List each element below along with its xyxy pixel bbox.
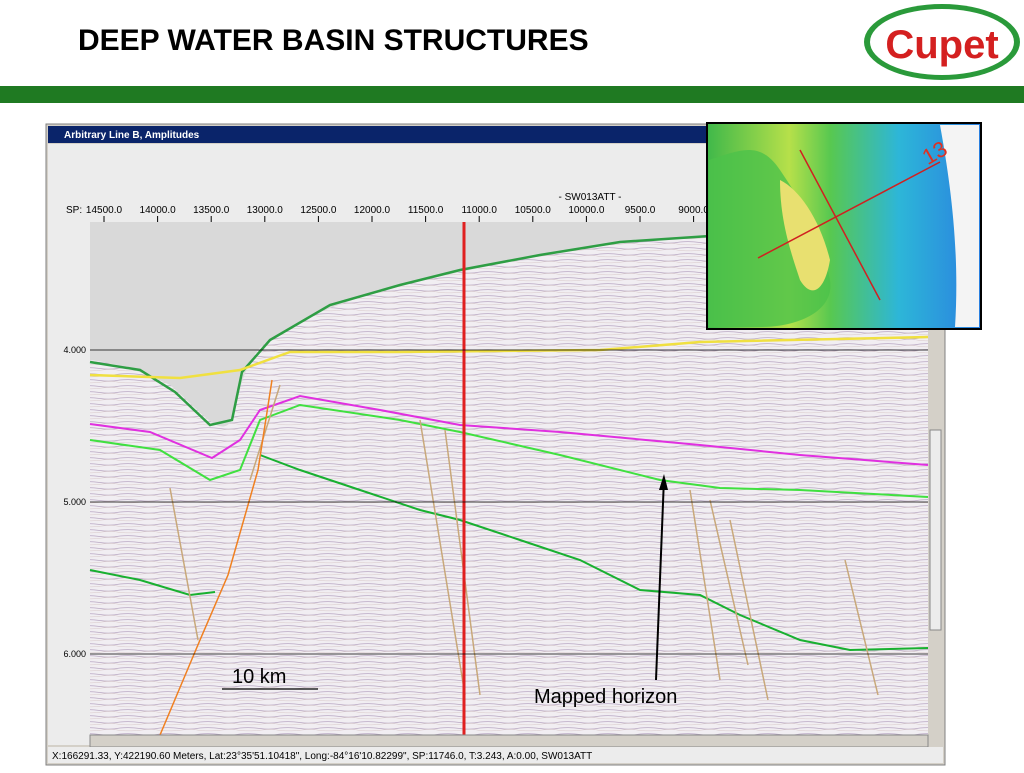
sp-tick-label: 9500.0 xyxy=(625,205,656,216)
faults xyxy=(169,384,879,701)
slide-title: DEEP WATER BASIN STRUCTURES xyxy=(78,24,589,57)
sp-tick-label: 14000.0 xyxy=(140,205,177,216)
line-name: - SW013ATT - xyxy=(559,192,622,203)
sp-tick-label: 12500.0 xyxy=(300,205,337,216)
magenta-horizon xyxy=(89,394,929,466)
status-text: X:166291.33, Y:422190.60 Meters, Lat:23°… xyxy=(52,751,592,762)
sp-tick-label: 9000.0 xyxy=(678,205,709,216)
map-shelf xyxy=(709,150,831,327)
logo-text: Cupet xyxy=(885,23,998,67)
sp-label: SP: xyxy=(66,205,82,216)
sp-tick-label: 13500.0 xyxy=(193,205,230,216)
sp-tick-label: 12000.0 xyxy=(354,205,391,216)
time-axis xyxy=(48,222,90,745)
deep-horizon xyxy=(259,454,929,652)
logo-inner xyxy=(870,9,1014,75)
header-band xyxy=(0,86,1024,103)
map-high xyxy=(780,180,830,291)
left-horizon xyxy=(89,569,216,597)
sp-tick-label: 10500.0 xyxy=(515,205,552,216)
scale-label: 10 km xyxy=(232,666,286,688)
orange-fault xyxy=(159,379,273,736)
map-land xyxy=(940,125,979,327)
sp-tick-label: 11000.0 xyxy=(461,205,497,216)
mapped-horizon-line xyxy=(89,403,929,498)
sp-tick-label: 11500.0 xyxy=(408,205,444,216)
time-tick-label: 6.000 xyxy=(63,649,86,659)
yellow-horizon xyxy=(89,335,929,380)
time-tick-label: 4.000 xyxy=(63,345,86,355)
water-column xyxy=(90,222,710,427)
window-title: Arbitrary Line B, Amplitudes xyxy=(64,130,200,141)
sp-tick-label: 14500.0 xyxy=(86,205,123,216)
horizon-label: Mapped horizon xyxy=(534,686,677,708)
map-lines xyxy=(757,149,941,301)
horizon-arrow xyxy=(655,477,665,681)
sp-tick-label: 13000.0 xyxy=(247,205,284,216)
sp-tick-label: 10000.0 xyxy=(568,205,605,216)
status-bar xyxy=(48,747,943,763)
seafloor-horizon xyxy=(89,234,711,427)
arrow-head xyxy=(659,474,668,490)
scrollbar-h xyxy=(89,734,929,748)
scroll-thumb[interactable] xyxy=(929,429,942,631)
time-tick-label: 5.000 xyxy=(63,497,86,507)
